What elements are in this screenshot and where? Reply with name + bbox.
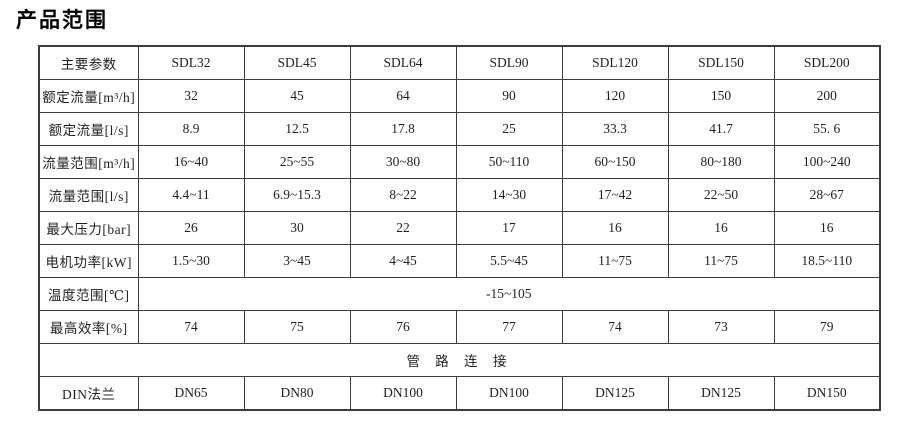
- value-cell: 22: [349, 211, 457, 245]
- value-cell: 17~42: [561, 178, 669, 212]
- value-cell: DN100: [349, 376, 457, 411]
- value-cell: 76: [349, 310, 457, 344]
- table-row-motor-power: 电机功率[kW] 1.5~30 3~45 4~45 5.5~45 11~75 1…: [38, 244, 881, 278]
- header-cell-model: SDL150: [667, 45, 775, 80]
- row-label: 温度范围[℃]: [38, 277, 139, 311]
- value-cell: 50~110: [455, 145, 563, 179]
- value-cell: 18.5~110: [773, 244, 881, 278]
- value-cell: 33.3: [561, 112, 669, 146]
- page-title: 产品范围: [16, 9, 108, 32]
- value-cell: DN100: [455, 376, 563, 411]
- row-label: DIN法兰: [38, 376, 139, 411]
- row-label: 额定流量[m³/h]: [38, 79, 139, 113]
- table-row-max-pressure: 最大压力[bar] 26 30 22 17 16 16 16: [38, 211, 881, 245]
- value-cell: 30~80: [349, 145, 457, 179]
- value-cell: 32: [137, 79, 245, 113]
- value-cell: 73: [667, 310, 775, 344]
- value-cell: 16~40: [137, 145, 245, 179]
- row-label: 最高效率[%]: [38, 310, 139, 344]
- value-cell: 74: [561, 310, 669, 344]
- value-cell: DN65: [137, 376, 245, 411]
- value-cell: 11~75: [667, 244, 775, 278]
- table-row-pipe-connection-section: 管 路 连 接: [38, 343, 881, 377]
- value-cell: 14~30: [455, 178, 563, 212]
- row-label: 最大压力[bar]: [38, 211, 139, 245]
- value-cell: 200: [773, 79, 881, 113]
- table-row-din-flange: DIN法兰 DN65 DN80 DN100 DN100 DN125 DN125 …: [38, 376, 881, 411]
- value-cell: 77: [455, 310, 563, 344]
- value-cell: 74: [137, 310, 245, 344]
- value-cell: 4.4~11: [137, 178, 245, 212]
- value-cell: DN80: [243, 376, 351, 411]
- table-header-row: 主要参数 SDL32 SDL45 SDL64 SDL90 SDL120 SDL1…: [38, 45, 881, 80]
- value-cell: 90: [455, 79, 563, 113]
- value-cell: DN125: [667, 376, 775, 411]
- header-cell-model: SDL200: [773, 45, 881, 80]
- product-range-table: 主要参数 SDL32 SDL45 SDL64 SDL90 SDL120 SDL1…: [38, 45, 881, 411]
- value-cell: 1.5~30: [137, 244, 245, 278]
- value-cell: 6.9~15.3: [243, 178, 351, 212]
- value-cell: 16: [667, 211, 775, 245]
- row-label: 额定流量[l/s]: [38, 112, 139, 146]
- value-cell: 28~67: [773, 178, 881, 212]
- table-row-max-efficiency: 最高效率[%] 74 75 76 77 74 73 79: [38, 310, 881, 344]
- value-cell-temperature-span: -15~105: [137, 277, 881, 311]
- value-cell: DN125: [561, 376, 669, 411]
- value-cell: 64: [349, 79, 457, 113]
- value-cell: 75: [243, 310, 351, 344]
- value-cell: 11~75: [561, 244, 669, 278]
- table-row-rated-flow-m3h: 额定流量[m³/h] 32 45 64 90 120 150 200: [38, 79, 881, 113]
- value-cell: 16: [561, 211, 669, 245]
- value-cell: 17.8: [349, 112, 457, 146]
- row-label: 电机功率[kW]: [38, 244, 139, 278]
- row-label: 流量范围[m³/h]: [38, 145, 139, 179]
- value-cell: 8~22: [349, 178, 457, 212]
- table-row-temperature-range: 温度范围[℃] -15~105: [38, 277, 881, 311]
- value-cell: 17: [455, 211, 563, 245]
- value-cell: 5.5~45: [455, 244, 563, 278]
- value-cell: 8.9: [137, 112, 245, 146]
- value-cell: 25: [455, 112, 563, 146]
- value-cell: 26: [137, 211, 245, 245]
- value-cell: 4~45: [349, 244, 457, 278]
- table-row-rated-flow-ls: 额定流量[l/s] 8.9 12.5 17.8 25 33.3 41.7 55.…: [38, 112, 881, 146]
- value-cell: 79: [773, 310, 881, 344]
- value-cell: 60~150: [561, 145, 669, 179]
- header-cell-params: 主要参数: [38, 45, 139, 80]
- value-cell: 12.5: [243, 112, 351, 146]
- value-cell: 16: [773, 211, 881, 245]
- value-cell: 150: [667, 79, 775, 113]
- value-cell: 41.7: [667, 112, 775, 146]
- header-cell-model: SDL90: [455, 45, 563, 80]
- value-cell: 120: [561, 79, 669, 113]
- value-cell: 100~240: [773, 145, 881, 179]
- value-cell: 45: [243, 79, 351, 113]
- header-cell-model: SDL32: [137, 45, 245, 80]
- value-cell: 22~50: [667, 178, 775, 212]
- table-row-flow-range-m3h: 流量范围[m³/h] 16~40 25~55 30~80 50~110 60~1…: [38, 145, 881, 179]
- value-cell: 55. 6: [773, 112, 881, 146]
- row-label: 流量范围[l/s]: [38, 178, 139, 212]
- header-cell-model: SDL45: [243, 45, 351, 80]
- value-cell: 80~180: [667, 145, 775, 179]
- header-cell-model: SDL64: [349, 45, 457, 80]
- value-cell: 3~45: [243, 244, 351, 278]
- value-cell: DN150: [773, 376, 881, 411]
- value-cell: 25~55: [243, 145, 351, 179]
- value-cell: 30: [243, 211, 351, 245]
- section-title-pipe-connection: 管 路 连 接: [38, 343, 881, 377]
- header-cell-model: SDL120: [561, 45, 669, 80]
- table-row-flow-range-ls: 流量范围[l/s] 4.4~11 6.9~15.3 8~22 14~30 17~…: [38, 178, 881, 212]
